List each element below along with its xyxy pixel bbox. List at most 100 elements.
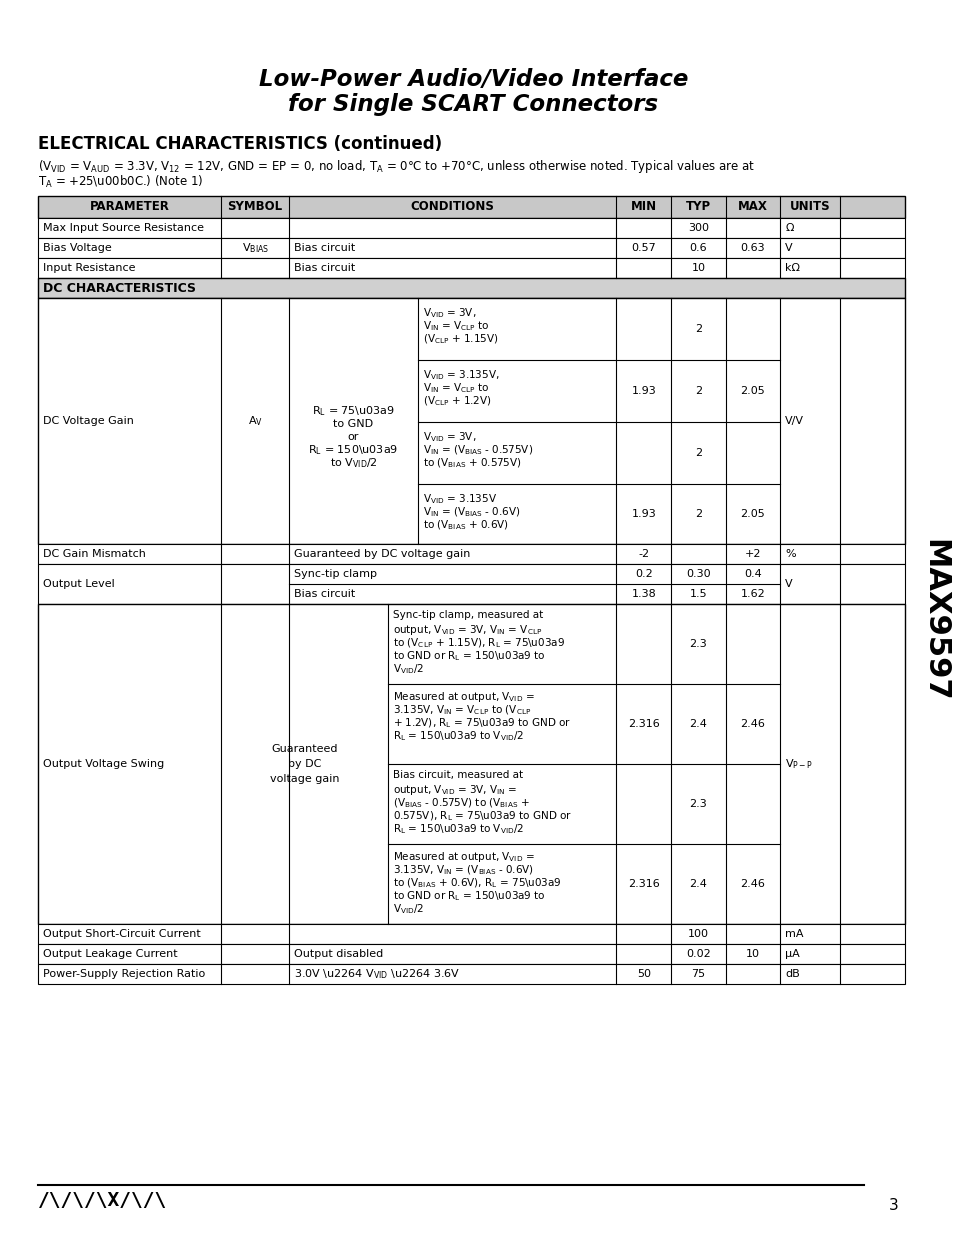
Text: V$_{\rm VID}$ = 3.135V,: V$_{\rm VID}$ = 3.135V,: [422, 368, 499, 382]
Bar: [38, 944, 904, 965]
Text: to GND or R$_{\rm L}$ = 150\u03a9 to: to GND or R$_{\rm L}$ = 150\u03a9 to: [393, 889, 545, 903]
Text: 300: 300: [687, 224, 708, 233]
Text: to GND or R$_{\rm L}$ = 150\u03a9 to: to GND or R$_{\rm L}$ = 150\u03a9 to: [393, 650, 545, 663]
Text: 2: 2: [694, 448, 701, 458]
Text: 2: 2: [694, 509, 701, 519]
Text: +2: +2: [744, 550, 760, 559]
Text: V$_{\rm VID}$ = 3.135V: V$_{\rm VID}$ = 3.135V: [422, 492, 497, 506]
Text: V$_{\rm VID}$ = 3V,: V$_{\rm VID}$ = 3V,: [422, 430, 476, 443]
Text: V$_{\rm IN}$ = V$_{\rm CLP}$ to: V$_{\rm IN}$ = V$_{\rm CLP}$ to: [422, 382, 489, 395]
Text: to V$_{\rm VID}$/2: to V$_{\rm VID}$/2: [329, 456, 376, 469]
Text: 3.135V, V$_{\rm IN}$ = (V$_{\rm BIAS}$ - 0.6V): 3.135V, V$_{\rm IN}$ = (V$_{\rm BIAS}$ -…: [393, 863, 534, 877]
Text: 0.6: 0.6: [689, 243, 706, 253]
Text: 0.63: 0.63: [740, 243, 764, 253]
Bar: [38, 298, 904, 543]
Text: 2.46: 2.46: [740, 879, 764, 889]
Text: output, V$_{\rm VID}$ = 3V, V$_{\rm IN}$ = V$_{\rm CLP}$: output, V$_{\rm VID}$ = 3V, V$_{\rm IN}$…: [393, 622, 542, 637]
Text: to (V$_{\rm BIAS}$ + 0.575V): to (V$_{\rm BIAS}$ + 0.575V): [422, 456, 520, 469]
Text: 100: 100: [687, 929, 708, 939]
Text: /\/\/\X/\/\: /\/\/\X/\/\: [38, 1191, 167, 1209]
Text: Bias circuit: Bias circuit: [294, 589, 355, 599]
Text: R$_{\rm L}$ = 150\u03a9 to V$_{\rm VID}$/2: R$_{\rm L}$ = 150\u03a9 to V$_{\rm VID}$…: [393, 823, 523, 836]
Text: Output disabled: Output disabled: [294, 948, 383, 960]
Text: Bias circuit: Bias circuit: [294, 263, 355, 273]
Text: 2.4: 2.4: [689, 879, 706, 889]
Text: dB: dB: [784, 969, 800, 979]
Text: V$_{\rm VID}$ = 3V,: V$_{\rm VID}$ = 3V,: [422, 306, 476, 320]
Text: 2: 2: [694, 387, 701, 396]
Text: UNITS: UNITS: [789, 200, 829, 214]
Text: Output Short-Circuit Current: Output Short-Circuit Current: [43, 929, 200, 939]
Text: ELECTRICAL CHARACTERISTICS (continued): ELECTRICAL CHARACTERISTICS (continued): [38, 135, 441, 153]
Text: Bias Voltage: Bias Voltage: [43, 243, 112, 253]
Text: T$_{\rm A}$ = +25\u00b0C.) (Note 1): T$_{\rm A}$ = +25\u00b0C.) (Note 1): [38, 174, 203, 190]
Text: -2: -2: [638, 550, 649, 559]
Text: 2: 2: [694, 324, 701, 333]
Text: Bias circuit, measured at: Bias circuit, measured at: [393, 769, 522, 781]
Text: 1.93: 1.93: [631, 387, 656, 396]
Text: V/V: V/V: [784, 416, 803, 426]
Text: μA: μA: [784, 948, 800, 960]
Text: 0.57: 0.57: [631, 243, 656, 253]
Text: PARAMETER: PARAMETER: [90, 200, 170, 214]
Text: V$_{\rm VID}$/2: V$_{\rm VID}$/2: [393, 662, 423, 676]
Text: 2.316: 2.316: [627, 879, 659, 889]
Text: V$_{\rm IN}$ = (V$_{\rm BIAS}$ - 0.6V): V$_{\rm IN}$ = (V$_{\rm BIAS}$ - 0.6V): [422, 505, 520, 519]
Text: 2.05: 2.05: [740, 509, 764, 519]
Text: to GND: to GND: [333, 419, 373, 429]
Text: to (V$_{\rm BIAS}$ + 0.6V), R$_{\rm L}$ = 75\u03a9: to (V$_{\rm BIAS}$ + 0.6V), R$_{\rm L}$ …: [393, 876, 561, 889]
Text: + 1.2V), R$_{\rm L}$ = 75\u03a9 to GND or: + 1.2V), R$_{\rm L}$ = 75\u03a9 to GND o…: [393, 716, 571, 730]
Text: 0.02: 0.02: [685, 948, 710, 960]
Text: 2.46: 2.46: [740, 719, 764, 729]
Bar: [38, 965, 904, 984]
Bar: [38, 543, 904, 564]
Text: MIN: MIN: [630, 200, 656, 214]
Text: Output Level: Output Level: [43, 579, 114, 589]
Bar: [38, 604, 904, 924]
Text: DC CHARACTERISTICS: DC CHARACTERISTICS: [43, 282, 195, 294]
Text: MAX: MAX: [738, 200, 767, 214]
Text: 2.3: 2.3: [689, 638, 706, 650]
Text: 10: 10: [691, 263, 704, 273]
Text: (V$_{\rm CLP}$ + 1.15V): (V$_{\rm CLP}$ + 1.15V): [422, 332, 498, 346]
Text: V$_{\rm VID}$/2: V$_{\rm VID}$/2: [393, 902, 423, 916]
Text: 3: 3: [887, 1198, 898, 1213]
Text: V: V: [784, 243, 792, 253]
Bar: [38, 196, 904, 219]
Text: to (V$_{\rm CLP}$ + 1.15V), R$_{\rm L}$ = 75\u03a9: to (V$_{\rm CLP}$ + 1.15V), R$_{\rm L}$ …: [393, 636, 564, 650]
Text: Measured at output, V$_{\rm VID}$ =: Measured at output, V$_{\rm VID}$ =: [393, 690, 535, 704]
Text: 50: 50: [636, 969, 650, 979]
Text: 0.2: 0.2: [634, 569, 652, 579]
Text: 10: 10: [745, 948, 760, 960]
Text: R$_{\rm L}$ = 75\u03a9: R$_{\rm L}$ = 75\u03a9: [312, 404, 395, 417]
Text: 0.30: 0.30: [685, 569, 710, 579]
Text: output, V$_{\rm VID}$ = 3V, V$_{\rm IN}$ =: output, V$_{\rm VID}$ = 3V, V$_{\rm IN}$…: [393, 783, 517, 797]
Text: R$_{\rm L}$ = 150\u03a9: R$_{\rm L}$ = 150\u03a9: [308, 443, 398, 457]
Text: Measured at output, V$_{\rm VID}$ =: Measured at output, V$_{\rm VID}$ =: [393, 850, 535, 864]
Text: mA: mA: [784, 929, 802, 939]
Text: Sync-tip clamp, measured at: Sync-tip clamp, measured at: [393, 610, 543, 620]
Text: Sync-tip clamp: Sync-tip clamp: [294, 569, 376, 579]
Text: by DC: by DC: [288, 760, 321, 769]
Text: 1.38: 1.38: [631, 589, 656, 599]
Text: V$_{\rm IN}$ = (V$_{\rm BIAS}$ - 0.575V): V$_{\rm IN}$ = (V$_{\rm BIAS}$ - 0.575V): [422, 443, 533, 457]
Text: %: %: [784, 550, 795, 559]
Bar: [38, 564, 904, 604]
Text: Power-Supply Rejection Ratio: Power-Supply Rejection Ratio: [43, 969, 205, 979]
Text: Input Resistance: Input Resistance: [43, 263, 135, 273]
Text: Low-Power Audio/Video Interface: Low-Power Audio/Video Interface: [258, 68, 687, 91]
Text: 0.4: 0.4: [743, 569, 761, 579]
Text: 1.93: 1.93: [631, 509, 656, 519]
Bar: [38, 278, 904, 298]
Text: kΩ: kΩ: [784, 263, 800, 273]
Text: Max Input Source Resistance: Max Input Source Resistance: [43, 224, 204, 233]
Text: V$_{\rm P-P}$: V$_{\rm P-P}$: [784, 757, 813, 771]
Text: 3.0V \u2264 V$_{\rm VID}$ \u2264 3.6V: 3.0V \u2264 V$_{\rm VID}$ \u2264 3.6V: [294, 967, 460, 981]
Bar: [38, 238, 904, 258]
Text: SYMBOL: SYMBOL: [228, 200, 282, 214]
Text: DC Gain Mismatch: DC Gain Mismatch: [43, 550, 146, 559]
Text: 0.575V), R$_{\rm L}$ = 75\u03a9 to GND or: 0.575V), R$_{\rm L}$ = 75\u03a9 to GND o…: [393, 809, 572, 823]
Text: 75: 75: [691, 969, 704, 979]
Text: (V$_{\rm CLP}$ + 1.2V): (V$_{\rm CLP}$ + 1.2V): [422, 394, 491, 408]
Bar: [38, 258, 904, 278]
